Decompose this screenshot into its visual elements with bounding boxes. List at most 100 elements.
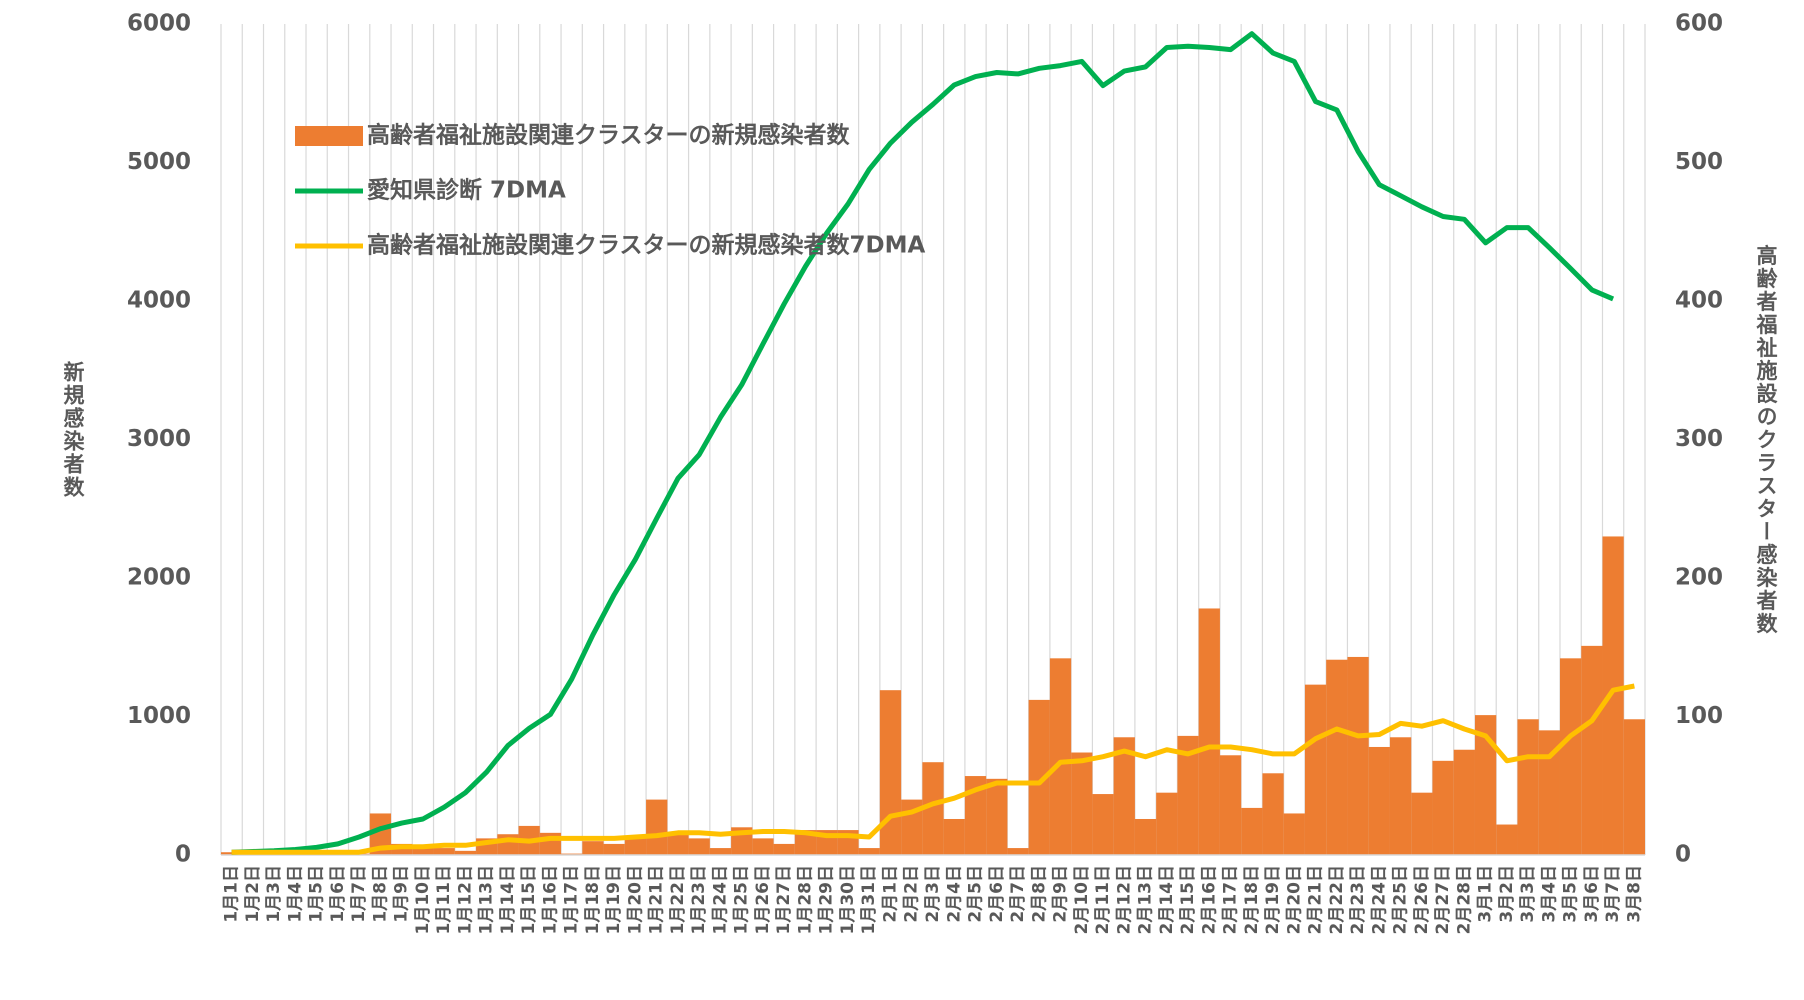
bar: [752, 838, 774, 855]
x-tick-label: 2月25日: [1391, 865, 1411, 935]
y2-tick-label: 100: [1675, 703, 1723, 729]
x-tick-label: 1月20日: [625, 865, 645, 935]
bar: [1049, 658, 1072, 855]
legend-label: 高齢者福祉施設関連クラスターの新規感染者数7DMA: [367, 232, 926, 259]
x-tick-label: 2月4日: [944, 865, 964, 923]
y-tick-label: 2000: [127, 565, 191, 591]
x-tick-label: 1月23日: [689, 865, 709, 935]
x-tick-label: 2月1日: [880, 865, 900, 923]
y2-tick-label: 200: [1675, 565, 1723, 591]
x-tick-label: 1月25日: [732, 865, 752, 935]
x-tick-label: 1月1日: [222, 865, 242, 923]
x-tick-label: 2月26日: [1412, 865, 1432, 935]
bar: [1432, 760, 1454, 855]
bar: [1283, 813, 1305, 855]
x-tick-label: 1月5日: [307, 865, 327, 923]
x-tick-label: 2月19日: [1263, 865, 1283, 935]
x-tick-label: 2月5日: [966, 865, 986, 923]
bar: [1368, 746, 1390, 855]
x-tick-label: 1月17日: [562, 865, 582, 935]
bar: [964, 776, 987, 855]
x-tick-label: 2月7日: [1008, 865, 1028, 923]
bar: [1007, 848, 1029, 855]
bar: [1581, 645, 1603, 855]
x-tick-label: 2月22日: [1327, 865, 1347, 935]
x-tick-label: 2月11日: [1093, 865, 1113, 935]
bar: [624, 836, 647, 855]
legend-swatch: [295, 126, 363, 146]
x-tick-label: 2月24日: [1369, 865, 1389, 935]
y2-tick-label: 600: [1675, 11, 1723, 37]
bar: [1538, 730, 1560, 855]
x-tick-label: 1月13日: [477, 865, 497, 935]
y2-tick-label: 400: [1675, 288, 1723, 314]
bar: [1092, 794, 1114, 855]
bar: [1113, 737, 1135, 855]
x-tick-label: 2月20日: [1284, 865, 1304, 935]
bar: [646, 799, 668, 855]
bar: [1326, 659, 1348, 855]
bar: [1623, 719, 1645, 855]
bar: [1411, 792, 1433, 855]
x-tick-label: 1月21日: [647, 865, 667, 935]
bar: [369, 813, 392, 855]
x-tick-label: 3月2日: [1497, 865, 1517, 923]
bar: [1198, 608, 1220, 855]
x-tick-label: 2月21日: [1306, 865, 1326, 935]
x-tick-label: 2月16日: [1199, 865, 1219, 935]
bar: [794, 830, 817, 855]
bar: [1474, 715, 1497, 855]
x-tick-label: 2月3日: [923, 865, 943, 923]
x-tick-label: 2月12日: [1114, 865, 1134, 935]
y2-axis-title: 高齢者福祉施設のクラスター感染者数: [1754, 244, 1779, 636]
x-tick-label: 2月28日: [1454, 865, 1474, 935]
x-tick-label: 2月8日: [1029, 865, 1049, 923]
y-tick-label: 6000: [127, 11, 191, 37]
x-tick-label: 2月2日: [902, 865, 922, 923]
bar: [433, 848, 455, 855]
x-tick-label: 1月29日: [817, 865, 837, 935]
y-tick-label: 4000: [127, 288, 191, 314]
bar: [1347, 656, 1369, 855]
x-tick-label: 1月15日: [519, 865, 539, 935]
bar: [1219, 755, 1242, 855]
y-tick-label: 3000: [127, 426, 191, 452]
bar: [879, 690, 902, 855]
y2-tick-label: 500: [1675, 149, 1723, 175]
x-tick-label: 1月19日: [604, 865, 624, 935]
bar: [709, 848, 732, 855]
x-tick-label: 1月3日: [264, 865, 284, 923]
x-tick-label: 1月6日: [328, 865, 348, 923]
x-tick-label: 1月12日: [455, 865, 475, 935]
x-tick-label: 2月15日: [1178, 865, 1198, 935]
bar: [858, 848, 880, 855]
bar: [391, 843, 413, 855]
legend-label: 愛知県診断 7DMA: [367, 177, 566, 204]
x-tick-label: 3月1日: [1476, 865, 1496, 923]
x-tick-label: 1月2日: [243, 865, 263, 923]
x-tick-label: 1月8日: [370, 865, 390, 923]
x-tick-label: 2月18日: [1242, 865, 1262, 935]
bar: [1134, 818, 1157, 855]
x-tick-label: 1月4日: [285, 865, 305, 923]
bar: [1496, 824, 1518, 855]
bar: [1389, 737, 1412, 855]
line: [231, 31, 1615, 855]
bar: [1241, 807, 1263, 855]
x-tick-label: 3月8日: [1624, 865, 1644, 923]
x-tick-label: 3月3日: [1518, 865, 1538, 923]
x-tick-label: 2月23日: [1348, 865, 1368, 935]
x-tick-label: 2月6日: [987, 865, 1007, 923]
y-tick-label: 1000: [127, 703, 191, 729]
bar: [667, 834, 689, 855]
y2-tick-label: 0: [1675, 842, 1691, 868]
bar: [922, 762, 944, 855]
bar: [1071, 752, 1093, 855]
x-tick-label: 2月9日: [1051, 865, 1071, 923]
x-tick-label: 1月10日: [413, 865, 433, 935]
legend-label: 高齢者福祉施設関連クラスターの新規感染者数: [367, 122, 851, 149]
y2-tick-label: 300: [1675, 426, 1723, 452]
x-tick-label: 2月17日: [1221, 865, 1241, 935]
x-tick-label: 3月4日: [1539, 865, 1559, 923]
